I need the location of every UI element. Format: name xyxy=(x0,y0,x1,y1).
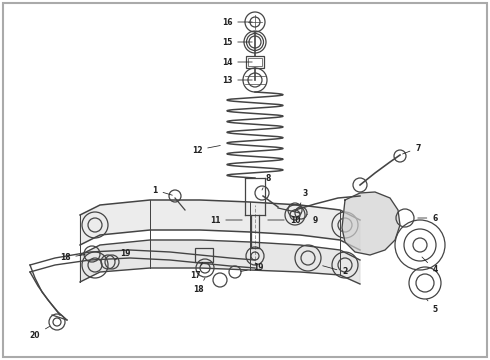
Polygon shape xyxy=(80,200,360,250)
Text: 6: 6 xyxy=(418,213,438,222)
Text: 3: 3 xyxy=(300,189,308,205)
Text: 19: 19 xyxy=(115,248,130,260)
Text: 15: 15 xyxy=(222,37,252,46)
Text: 16: 16 xyxy=(222,18,252,27)
Text: 1: 1 xyxy=(152,185,172,195)
Text: 4: 4 xyxy=(422,257,438,274)
Text: 2: 2 xyxy=(323,266,347,276)
Polygon shape xyxy=(342,192,400,255)
Text: 7: 7 xyxy=(403,144,421,154)
Text: 5: 5 xyxy=(427,299,438,315)
Text: 10: 10 xyxy=(268,216,300,225)
Text: 11: 11 xyxy=(210,216,242,225)
Bar xyxy=(195,248,213,262)
Text: 8: 8 xyxy=(262,174,270,190)
Text: 12: 12 xyxy=(192,145,220,154)
Text: 20: 20 xyxy=(30,327,49,339)
Polygon shape xyxy=(80,240,360,284)
Text: 17: 17 xyxy=(190,262,202,279)
Text: 13: 13 xyxy=(222,76,252,85)
Text: 9: 9 xyxy=(307,215,318,225)
Text: 14: 14 xyxy=(222,58,252,67)
Text: 18: 18 xyxy=(193,278,205,294)
Text: 19: 19 xyxy=(241,264,263,273)
Text: 18: 18 xyxy=(60,253,85,262)
